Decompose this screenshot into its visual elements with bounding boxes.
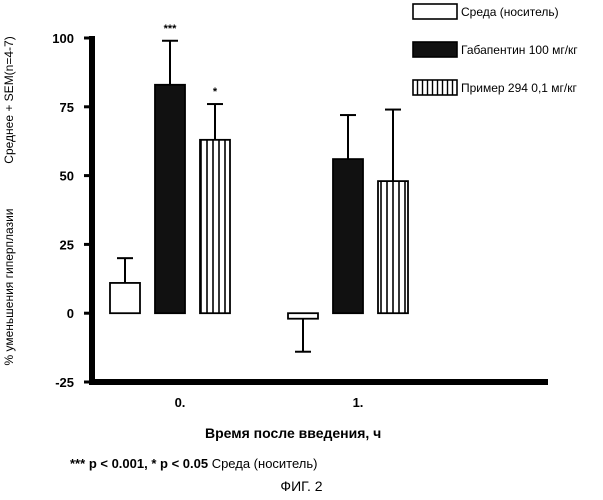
footnote-stars-1: *	[151, 456, 156, 471]
legend-label: Габапентин 100 мг/кг	[461, 43, 578, 57]
y-tick-label: 75	[60, 100, 74, 115]
x-tick-label: 0.	[175, 395, 186, 410]
bar	[333, 159, 363, 313]
legend-swatch	[413, 42, 457, 57]
significance-marker: *	[213, 86, 218, 98]
legend-label: Пример 294 0,1 мг/кг	[461, 81, 578, 95]
y-axis-label-line2: % уменьшения гиперплазии	[2, 208, 16, 365]
bar	[155, 85, 185, 313]
chart-legend: Среда (носитель) Габапентин 100 мг/кг Прим…	[413, 4, 578, 95]
y-tick-label: 25	[60, 237, 74, 252]
legend-swatch	[413, 4, 457, 19]
bar	[378, 181, 408, 313]
y-tick-label: 100	[52, 31, 74, 46]
legend-swatch	[413, 80, 457, 95]
footnote-stars-3: ***	[70, 456, 85, 471]
y-tick-label: 0	[67, 306, 74, 321]
y-axis-label-line1: Среднее + SEM(n=4-7)	[2, 36, 16, 163]
bar	[110, 283, 140, 313]
legend-label: Среда (носитель)	[461, 5, 559, 19]
footnote-p2: p < 0.05	[160, 456, 208, 471]
x-axis-label: Время после введения, ч	[205, 425, 381, 441]
footnote-reference: Среда (носитель)	[208, 456, 317, 471]
y-tick-label: -25	[55, 375, 74, 390]
significance-marker: ***	[164, 23, 178, 35]
bar-chart: 100 75 50 25 0 -25 Среднее + SEM(n=4-7) % умень…	[0, 0, 603, 420]
figure-caption: ФИГ. 2	[0, 478, 603, 494]
significance-footnote: *** p < 0.001, * p < 0.05 Среда (носител…	[70, 456, 317, 471]
bar	[288, 313, 318, 319]
footnote-p1: p < 0.001,	[89, 456, 152, 471]
chart-bars: ****	[110, 23, 408, 352]
y-tick-label: 50	[60, 169, 74, 184]
bar	[200, 140, 230, 313]
x-tick-label: 1.	[353, 395, 364, 410]
